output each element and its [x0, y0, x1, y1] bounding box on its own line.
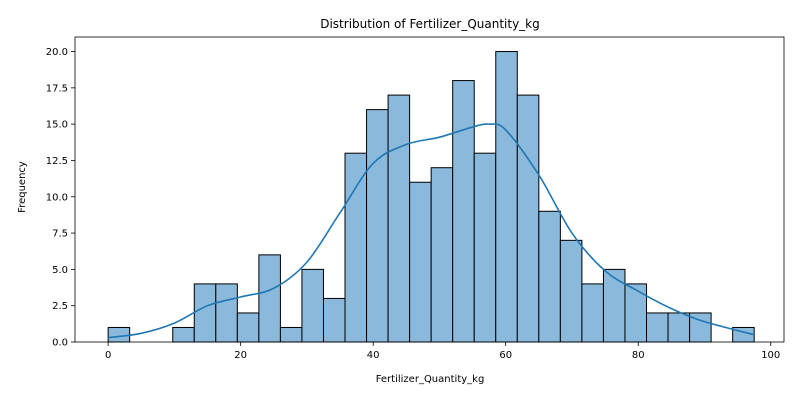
y-tick-label: 0.0 [52, 338, 68, 349]
histogram-bar [667, 312, 691, 343]
histogram-bar [193, 283, 217, 343]
histogram-bar [107, 326, 131, 343]
y-tick-label: 20.0 [46, 47, 68, 58]
histogram-bar [646, 312, 669, 343]
histogram-bar [495, 51, 518, 343]
histogram-bar [387, 94, 411, 343]
histogram-bar [559, 239, 583, 343]
x-axis-label: Fertilizer_Quantity_kg [376, 374, 485, 385]
plot-frame [74, 36, 785, 343]
histogram-bar [344, 152, 368, 343]
histogram-bar [301, 268, 324, 343]
x-tick-label: 80 [632, 350, 645, 361]
y-axis-label: Frequency [17, 161, 28, 213]
x-tick-label: 100 [761, 350, 780, 361]
histogram-bar [602, 268, 626, 343]
y-tick-label: 12.5 [46, 156, 68, 167]
y-tick-label: 15.0 [46, 120, 68, 131]
histogram-bar [279, 326, 303, 343]
x-tick-label: 40 [367, 350, 380, 361]
chart-title: Distribution of Fertilizer_Quantity_kg [320, 17, 540, 31]
histogram-bar [236, 312, 260, 343]
histogram-bar [430, 167, 454, 343]
histogram-bar [516, 94, 540, 343]
histogram-bar [172, 326, 195, 343]
histogram-bar [452, 80, 475, 343]
kde-curve [108, 123, 755, 339]
histogram-bar [258, 254, 281, 343]
histogram-bars [107, 51, 755, 343]
histogram-bar [409, 181, 432, 343]
histogram-bar [473, 152, 497, 343]
x-tick-label: 0 [105, 350, 111, 361]
histogram-bar [322, 297, 346, 343]
x-tick-label: 60 [499, 350, 512, 361]
y-tick-label: 10.0 [46, 192, 68, 203]
x-tick-label: 20 [234, 350, 247, 361]
histogram-bar [215, 283, 238, 343]
y-tick-label: 2.5 [52, 301, 68, 312]
x-axis-ticks: 0 20 40 60 80 100 [105, 342, 780, 361]
histogram-bar [581, 283, 604, 343]
y-tick-label: 7.5 [52, 229, 68, 240]
histogram-bar [538, 210, 561, 343]
histogram-bar [366, 109, 389, 343]
y-tick-label: 5.0 [52, 265, 68, 276]
y-axis-ticks: 0.0 2.5 5.0 7.5 10.0 12.5 15.0 17.5 20.0 [46, 47, 75, 349]
y-tick-label: 17.5 [46, 83, 68, 94]
histogram-bar [624, 283, 648, 343]
